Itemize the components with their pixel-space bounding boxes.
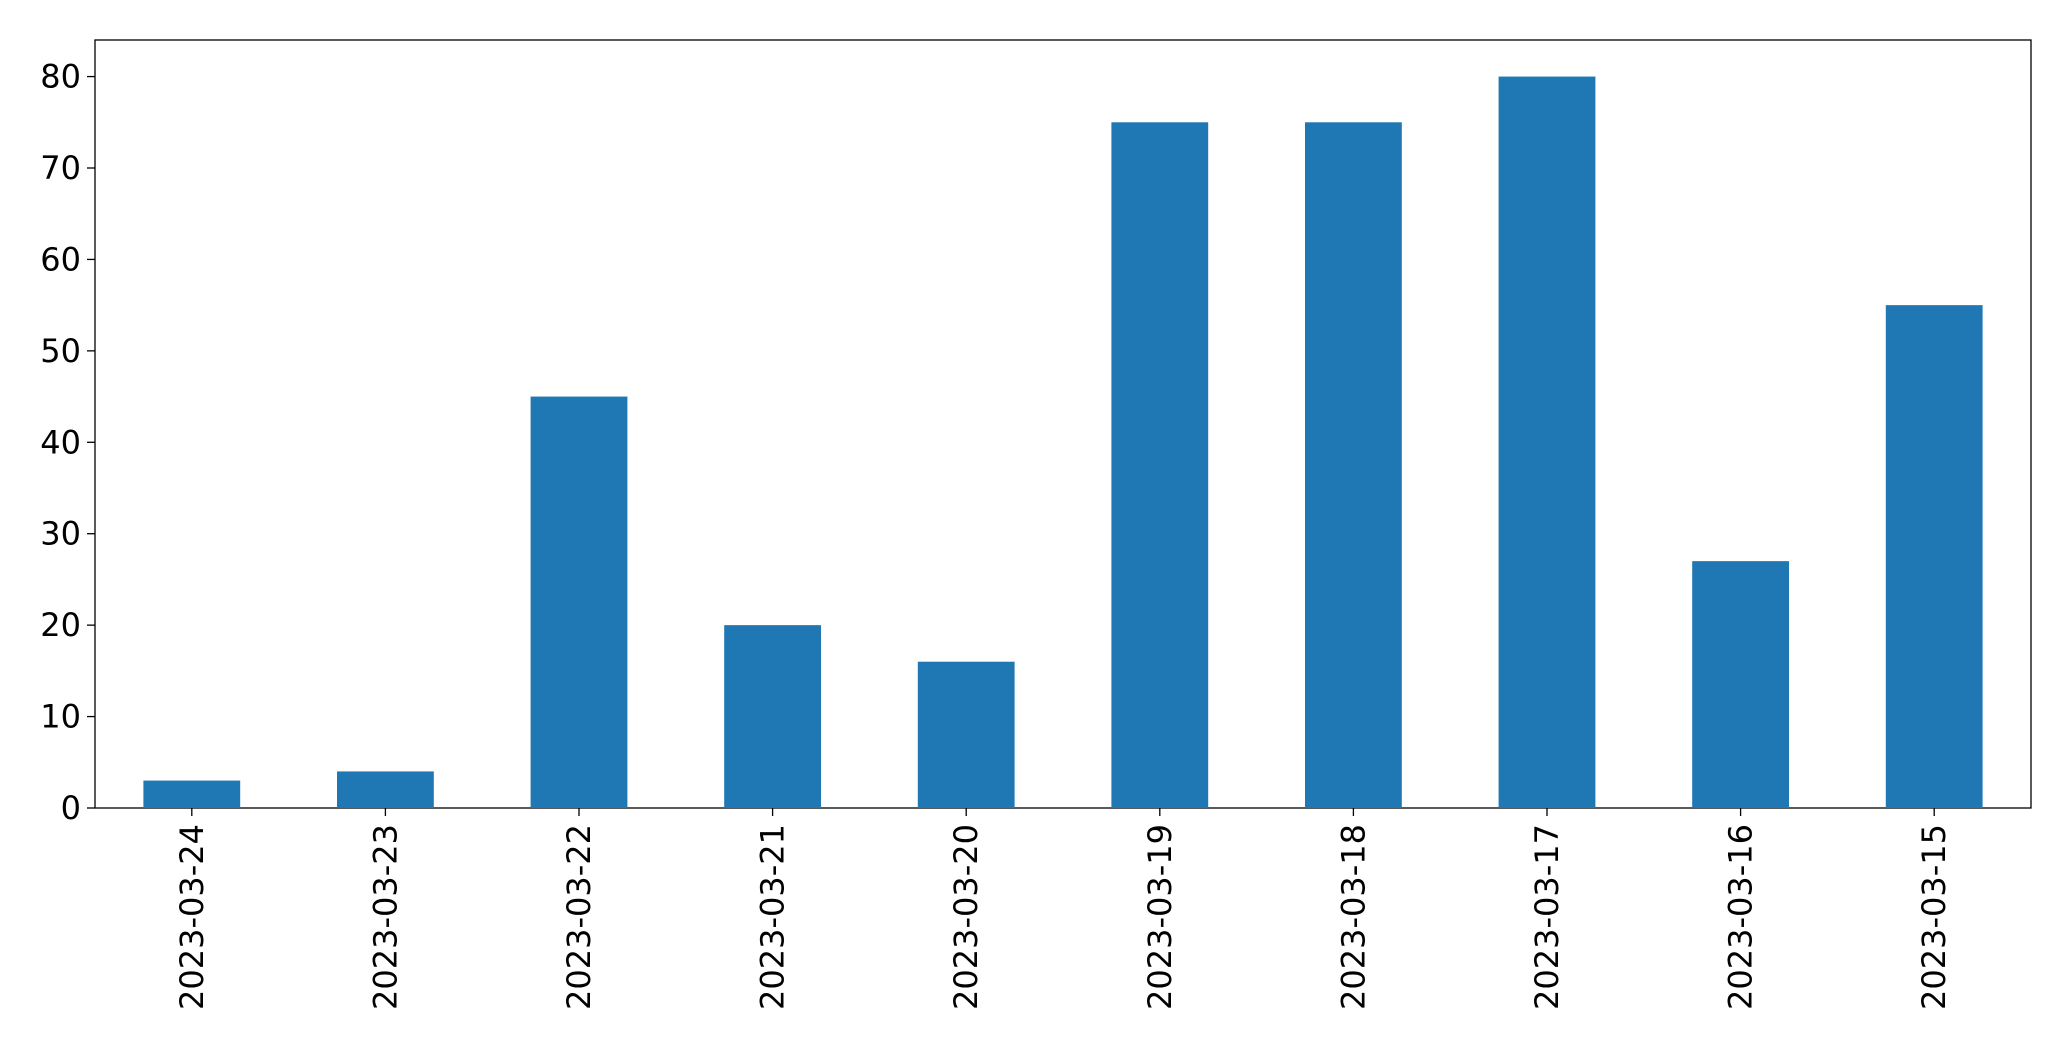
bar [724,625,821,808]
y-tick-label: 80 [40,58,81,96]
y-tick-label: 20 [40,606,81,644]
x-tick-label: 2023-03-17 [1528,824,1566,1010]
x-tick-label: 2023-03-22 [560,824,598,1010]
bar [337,771,434,808]
bar [1885,305,1983,808]
y-tick-label: 50 [40,332,81,370]
bar [143,780,241,808]
y-tick-label: 40 [40,423,81,461]
y-tick-label: 60 [40,240,81,278]
x-tick-label: 2023-03-16 [1722,824,1760,1010]
bar [530,396,628,808]
y-tick-label: 70 [40,149,81,187]
bar [1111,122,1209,809]
x-tick-label: 2023-03-15 [1915,824,1953,1010]
x-tick-label: 2023-03-20 [947,824,985,1010]
y-tick-label: 30 [40,515,81,553]
bar [917,661,1015,808]
y-tick-label: 10 [40,698,81,736]
bar [1305,122,1402,809]
x-tick-label: 2023-03-18 [1334,824,1372,1010]
x-tick-label: 2023-03-23 [366,824,404,1010]
x-tick-label: 2023-03-24 [173,824,211,1010]
x-tick-label: 2023-03-21 [754,824,792,1010]
plot-frame [94,39,2032,809]
bar [1692,561,1789,808]
bar [1498,76,1596,809]
x-tick-label: 2023-03-19 [1141,824,1179,1010]
y-tick-label: 0 [61,789,81,827]
